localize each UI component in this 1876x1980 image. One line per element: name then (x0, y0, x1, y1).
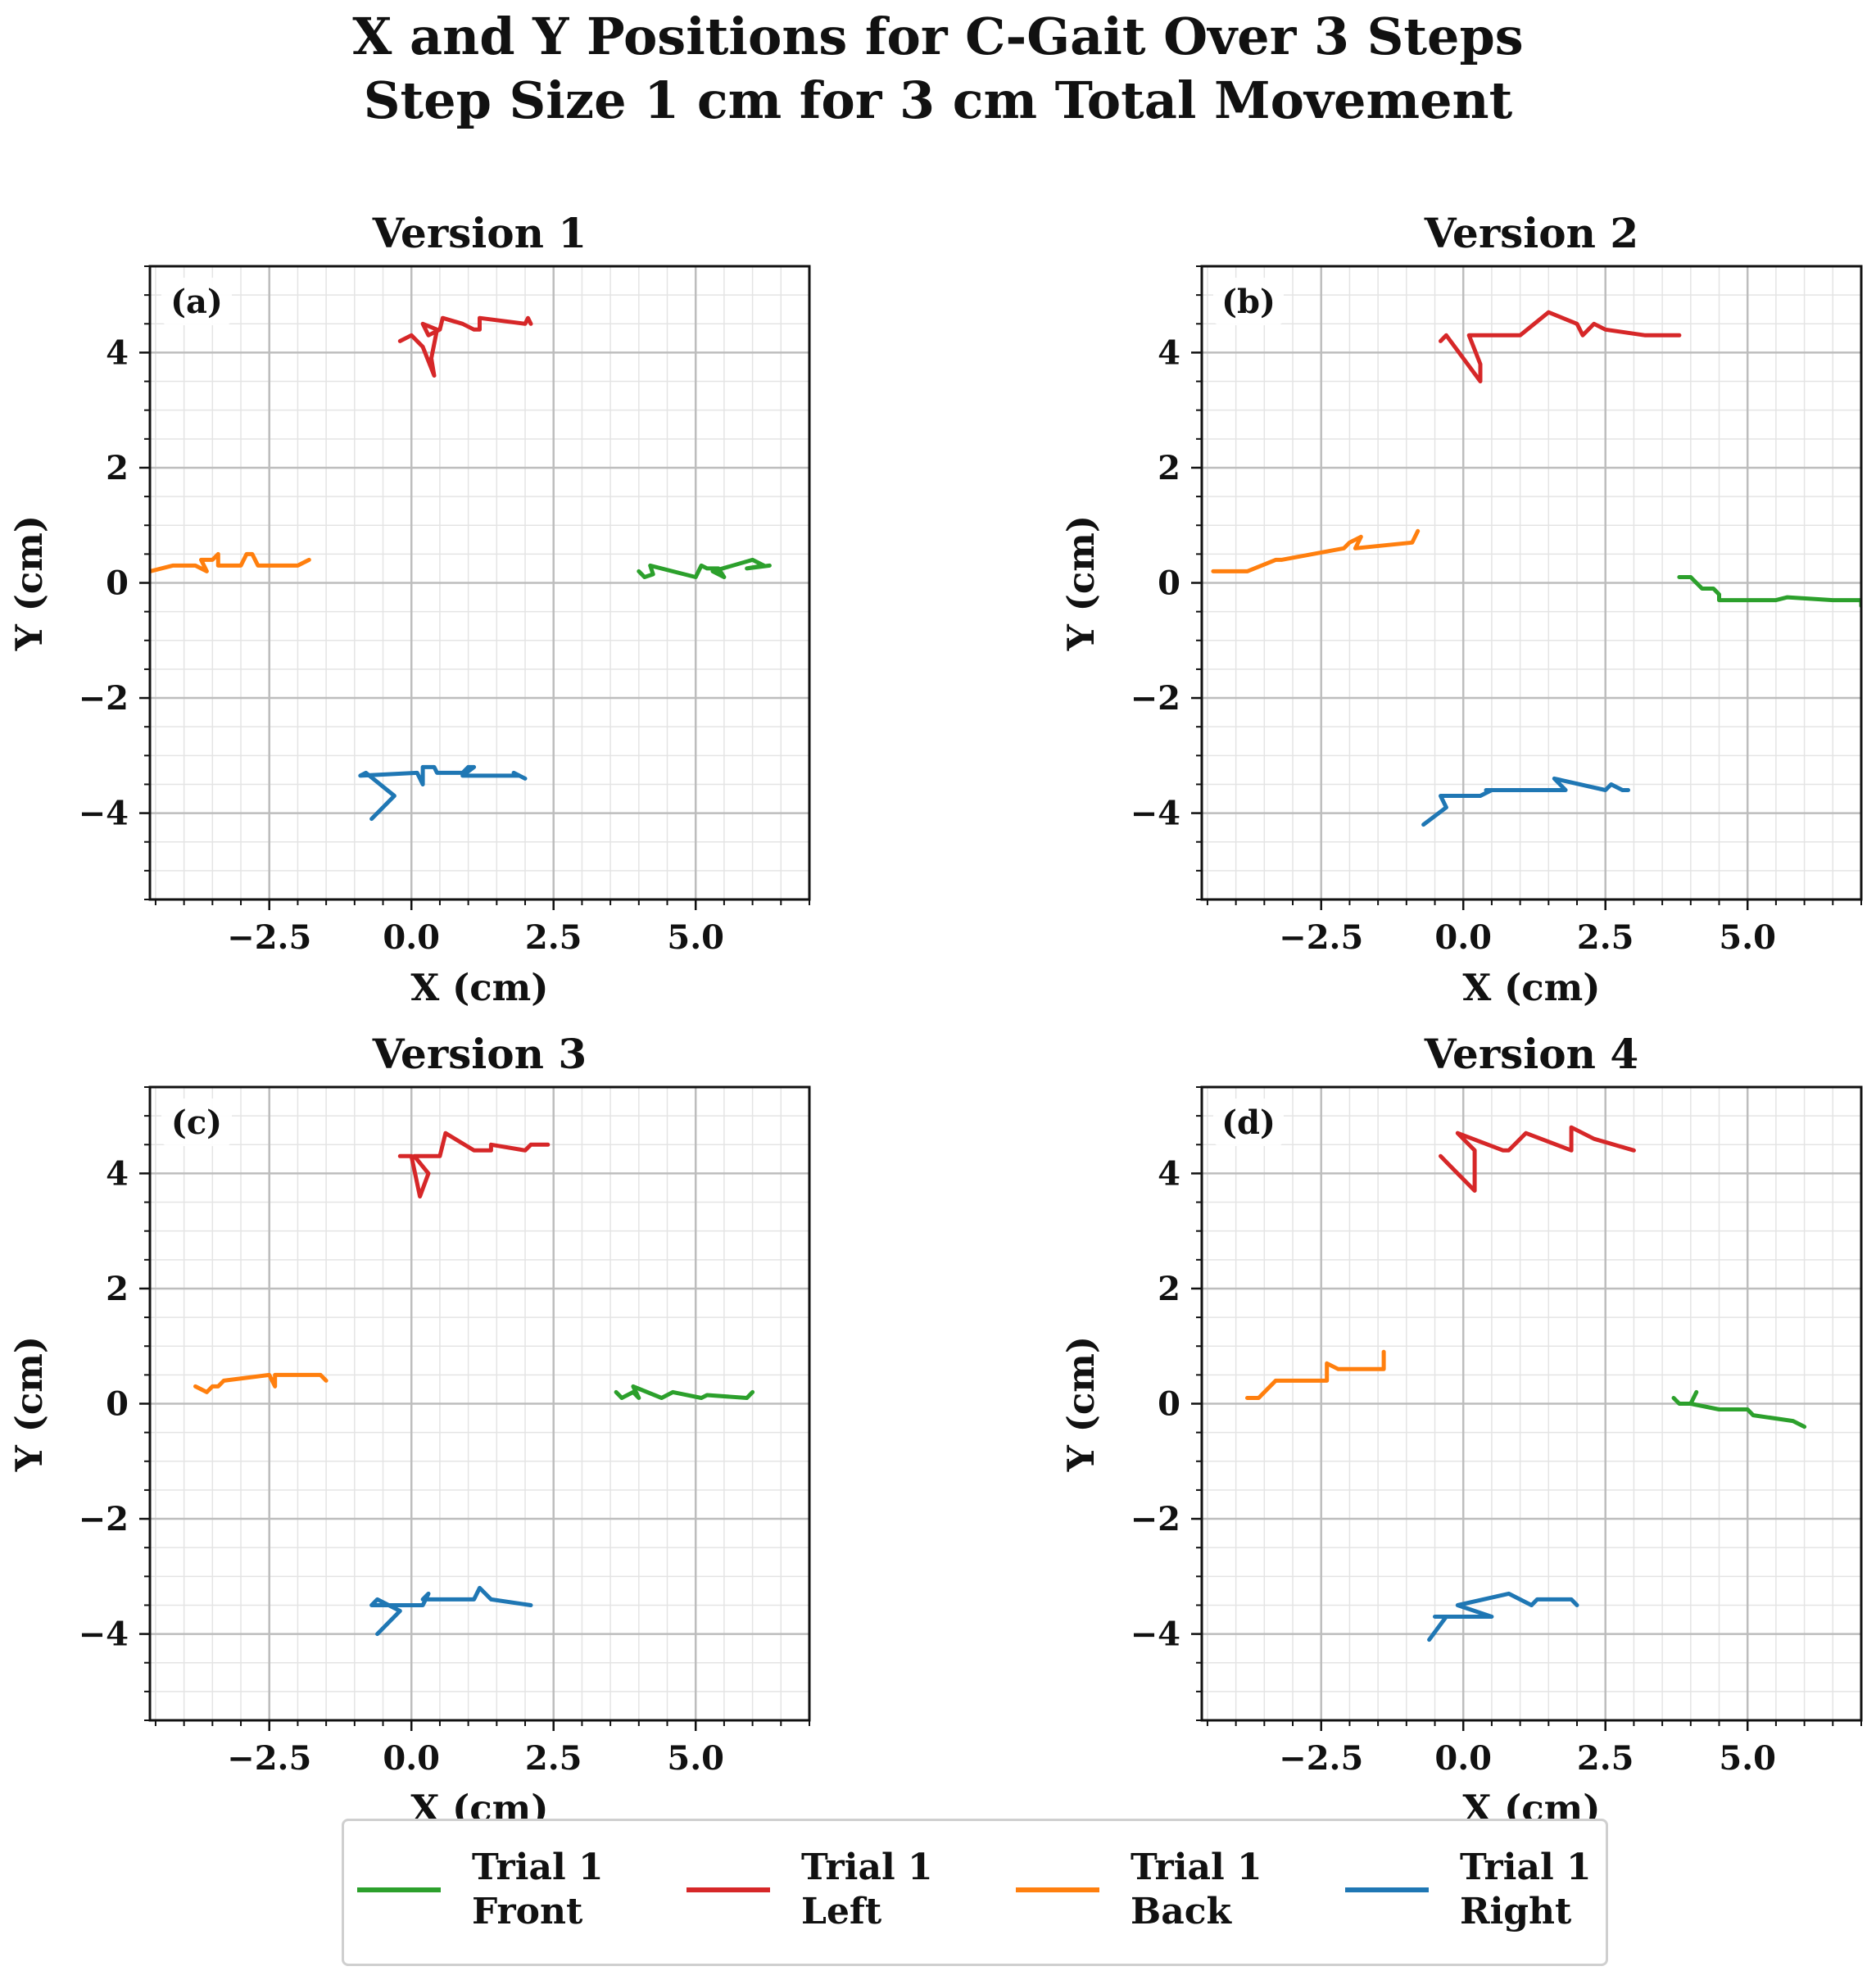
x-tick-label: 2.5 (1577, 1739, 1634, 1778)
legend-line-back (1016, 1887, 1099, 1892)
y-tick-label: 0 (106, 564, 129, 603)
panel-label: (d) (1221, 1103, 1276, 1142)
panel-label: (c) (171, 1103, 222, 1142)
y-tick-label: −2 (79, 1500, 129, 1538)
series-left-line (397, 315, 533, 378)
series-right-line (1421, 776, 1630, 827)
series-left-line (1439, 310, 1682, 383)
y-tick-label: −2 (1131, 679, 1180, 718)
panel-label-box (161, 1099, 232, 1146)
legend-label-right-line1: Trial 1 (1460, 1846, 1592, 1888)
x-tick-label: 0.0 (1434, 1739, 1492, 1778)
x-tick-label: 0.0 (383, 918, 440, 957)
y-tick-label: 4 (106, 1154, 129, 1193)
legend: Trial 1 Front Trial 1 Left Trial 1 Back … (342, 1819, 1608, 1966)
y-axis-label: Y (cm) (1059, 515, 1103, 651)
series-back-line (193, 1372, 329, 1394)
y-axis-label: Y (cm) (1059, 1336, 1103, 1472)
panel-label-box (161, 278, 232, 325)
legend-line-right (1345, 1887, 1429, 1892)
y-tick-label: 4 (1158, 333, 1180, 372)
y-tick-label: 2 (1158, 1270, 1180, 1308)
grid (150, 1086, 810, 1721)
panel-label: (a) (170, 283, 223, 321)
x-tick-label: −2.5 (227, 918, 311, 957)
x-tick-label: 5.0 (667, 1739, 724, 1778)
y-tick-label: 2 (1158, 449, 1180, 487)
series-front-line (637, 557, 772, 579)
subplot-title: Version 2 (1424, 209, 1638, 257)
x-tick-label: 5.0 (667, 918, 724, 957)
x-tick-label: −2.5 (227, 1739, 311, 1778)
grid (1202, 1086, 1862, 1721)
series-back-line (1245, 1349, 1386, 1400)
panel-label-box (1213, 278, 1284, 325)
series-front-line (1671, 1389, 1807, 1429)
legend-label-front-line1: Trial 1 (472, 1846, 604, 1888)
x-tick-label: −2.5 (1279, 918, 1363, 957)
x-tick-label: 0.0 (1434, 918, 1492, 957)
series-left-line (397, 1130, 551, 1198)
figure-title-line2: Step Size 1 cm for 3 cm Total Movement (363, 70, 1513, 130)
series-back-line (150, 551, 311, 573)
subplot-title: Version 4 (1424, 1030, 1638, 1078)
panel-label-box (1213, 1099, 1284, 1146)
x-tick-label: 2.5 (525, 1739, 582, 1778)
y-tick-label: 2 (106, 1270, 129, 1308)
series-right-line (369, 1585, 533, 1637)
y-tick-label: −4 (1131, 795, 1180, 833)
y-axis-label: Y (cm) (7, 1336, 51, 1472)
y-tick-label: −2 (1131, 1500, 1180, 1538)
y-tick-label: −4 (79, 795, 129, 833)
x-axis-label: X (cm) (1462, 966, 1600, 1009)
figure-title-line1: X and Y Positions for C-Gait Over 3 Step… (352, 7, 1524, 66)
legend-line-left (687, 1887, 770, 1892)
legend-label-right-line2: Right (1460, 1891, 1572, 1932)
panel-1: −2.5 0.0 2.5 5.0 −4 −2 0 2 4 (a) Version 1 X (cm) Y … (7, 209, 811, 1009)
series-left-line (1439, 1125, 1636, 1193)
subplot-title: Version 3 (372, 1030, 587, 1078)
series-front-line (614, 1384, 755, 1400)
series-right-line (358, 764, 528, 822)
x-tick-label: −2.5 (1279, 1739, 1363, 1778)
series-front-line (1677, 575, 1861, 609)
panel-label: (b) (1221, 283, 1276, 321)
x-tick-label: 2.5 (525, 918, 582, 957)
y-tick-label: −2 (79, 679, 129, 718)
legend-label-back-line1: Trial 1 (1131, 1846, 1262, 1888)
legend-line-front (357, 1887, 441, 1892)
y-tick-label: 2 (106, 449, 129, 487)
y-axis-label: Y (cm) (7, 515, 51, 651)
y-tick-label: −4 (1131, 1615, 1180, 1654)
legend-label-left-line2: Left (801, 1891, 882, 1932)
y-tick-label: −4 (79, 1615, 129, 1654)
panel-2: −2.5 0.0 2.5 5.0 −4 −2 0 2 4 (b) Version 2 X (cm) Y … (1059, 209, 1863, 1009)
legend-label-back-line2: Back (1131, 1891, 1231, 1932)
y-tick-label: 4 (106, 333, 129, 372)
y-tick-label: 0 (1158, 564, 1180, 603)
legend-label-front-line2: Front (472, 1891, 583, 1932)
x-axis-label: X (cm) (410, 966, 548, 1009)
x-tick-label: 5.0 (1719, 1739, 1776, 1778)
grid (1202, 265, 1862, 900)
grid (150, 265, 810, 900)
subplot-title: Version 1 (372, 209, 587, 257)
series-right-line (1427, 1591, 1579, 1642)
y-tick-label: 0 (106, 1385, 129, 1424)
y-tick-label: 0 (1158, 1385, 1180, 1424)
x-tick-label: 2.5 (1577, 918, 1634, 957)
series-back-line (1211, 528, 1421, 573)
y-tick-label: 4 (1158, 1154, 1180, 1193)
legend-label-left-line1: Trial 1 (801, 1846, 933, 1888)
x-tick-label: 0.0 (383, 1739, 440, 1778)
x-tick-label: 5.0 (1719, 918, 1776, 957)
